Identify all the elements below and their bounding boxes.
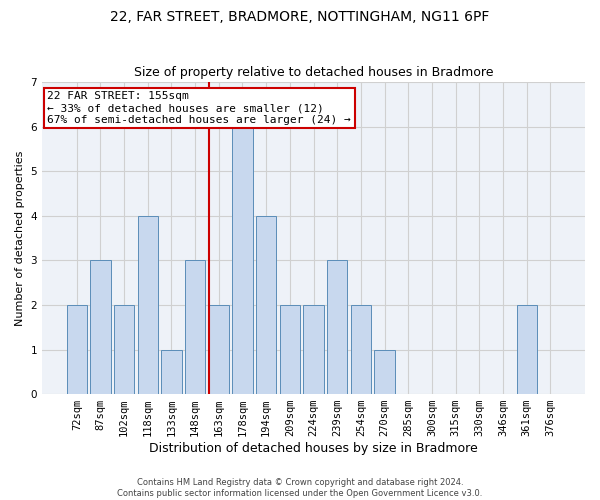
Bar (114, 305, 134, 394)
Bar (327, 260, 347, 394)
Bar (67, 305, 87, 394)
Bar (374, 350, 395, 394)
X-axis label: Distribution of detached houses by size in Bradmore: Distribution of detached houses by size … (149, 442, 478, 455)
Text: 22 FAR STREET: 155sqm
← 33% of detached houses are smaller (12)
67% of semi-deta: 22 FAR STREET: 155sqm ← 33% of detached … (47, 92, 351, 124)
Title: Size of property relative to detached houses in Bradmore: Size of property relative to detached ho… (134, 66, 493, 80)
Bar (256, 216, 276, 394)
Bar (232, 126, 253, 394)
Y-axis label: Number of detached properties: Number of detached properties (15, 150, 25, 326)
Text: Contains HM Land Registry data © Crown copyright and database right 2024.
Contai: Contains HM Land Registry data © Crown c… (118, 478, 482, 498)
Bar (91, 260, 110, 394)
Bar (161, 350, 182, 394)
Bar (185, 260, 205, 394)
Bar (517, 305, 536, 394)
Bar (304, 305, 323, 394)
Text: 22, FAR STREET, BRADMORE, NOTTINGHAM, NG11 6PF: 22, FAR STREET, BRADMORE, NOTTINGHAM, NG… (110, 10, 490, 24)
Bar (138, 216, 158, 394)
Bar (209, 305, 229, 394)
Bar (351, 305, 371, 394)
Bar (280, 305, 300, 394)
